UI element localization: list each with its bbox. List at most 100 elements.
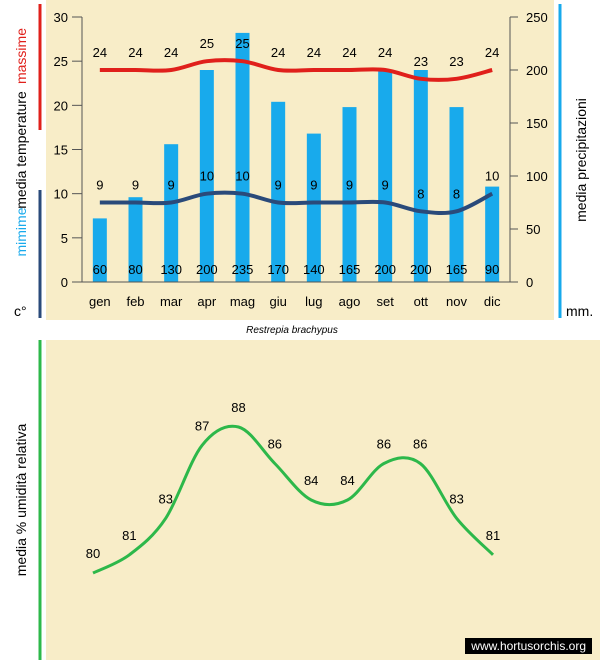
right-axis-label: media precipitazioni <box>573 98 589 222</box>
humidity-axis-label: media % umidità relativa <box>13 424 29 577</box>
humidity-value-mag: 88 <box>231 400 245 415</box>
humidity-value-giu: 86 <box>268 437 282 452</box>
precip-bar-mar <box>164 144 179 282</box>
species-caption: Restrepia brachypus <box>246 325 338 336</box>
max-temp-value-mar: 24 <box>164 45 178 60</box>
left-axis-label-max: massime <box>13 28 29 84</box>
precip-value-giu: 170 <box>267 262 289 277</box>
max-temp-value-ott: 23 <box>414 54 428 69</box>
max-temp-value-nov: 23 <box>449 54 463 69</box>
min-temperature-labels: 9 9 9 10 10 9 9 9 9 8 8 10 <box>96 169 499 202</box>
precip-value-lug: 140 <box>303 262 325 277</box>
max-temp-value-gen: 24 <box>93 45 107 60</box>
top-chart-background <box>46 0 554 320</box>
precip-bar-ott <box>413 70 428 282</box>
min-temp-value-nov: 8 <box>453 186 460 201</box>
min-temp-value-mag: 10 <box>235 169 249 184</box>
precip-value-ago: 165 <box>339 262 361 277</box>
precip-bar-nov <box>449 107 464 282</box>
right-axis-unit: mm. <box>566 303 593 319</box>
min-temp-value-lug: 9 <box>310 178 317 193</box>
right-tick-250: 250 <box>526 10 548 25</box>
right-tick-50: 50 <box>526 222 540 237</box>
humidity-line <box>92 424 495 575</box>
temperature-precipitation-chart: 60 80 130 200 235 170 140 165 200 200 165 90 24 24 24… <box>13 0 593 320</box>
right-axis-ticks: 0 50 100 150 200 250 <box>510 10 548 290</box>
precip-bar-gen <box>92 218 107 282</box>
x-tick-gen: gen <box>89 294 111 309</box>
left-tick-0: 0 <box>61 275 68 290</box>
humidity-value-set: 86 <box>377 437 391 452</box>
precip-bar-giu <box>271 101 286 282</box>
left-axis-label-min: mimime <box>13 207 29 256</box>
x-tick-giu: giu <box>269 294 286 309</box>
left-axis-label-middle: media temperature <box>13 91 29 209</box>
max-temperature-line <box>99 58 493 82</box>
min-temp-value-apr: 10 <box>200 169 214 184</box>
bottom-chart-background <box>46 340 600 660</box>
humidity-chart: media % umidità relativa 80 81 83 87 88 86 84 8… <box>13 340 600 660</box>
x-tick-ott: ott <box>414 294 429 309</box>
left-axis-unit: c° <box>14 303 27 319</box>
precip-value-apr: 200 <box>196 262 218 277</box>
left-axis-ticks: 0 5 10 15 20 25 30 <box>54 10 82 290</box>
humidity-value-lug: 84 <box>304 473 318 488</box>
x-tick-ago: ago <box>339 294 361 309</box>
right-tick-0: 0 <box>526 275 533 290</box>
left-tick-15: 15 <box>54 143 68 158</box>
min-temp-value-giu: 9 <box>275 178 282 193</box>
max-temp-value-set: 24 <box>378 45 392 60</box>
precip-value-feb: 80 <box>128 262 142 277</box>
min-temp-value-dic: 10 <box>485 169 499 184</box>
x-tick-mag: mag <box>230 294 255 309</box>
left-tick-5: 5 <box>61 231 68 246</box>
precip-bar-lug <box>306 133 321 282</box>
min-temp-value-ago: 9 <box>346 178 353 193</box>
max-temp-value-giu: 24 <box>271 45 285 60</box>
max-temp-value-dic: 24 <box>485 45 499 60</box>
precip-value-ott: 200 <box>410 262 432 277</box>
precipitation-bars <box>92 32 500 283</box>
precip-bar-ago <box>342 107 357 282</box>
left-tick-10: 10 <box>54 187 68 202</box>
max-temp-value-ago: 24 <box>342 45 356 60</box>
x-tick-feb: feb <box>126 294 144 309</box>
min-temperature-line <box>99 190 494 216</box>
precip-bar-mag <box>235 32 250 283</box>
min-temp-value-mar: 9 <box>168 178 175 193</box>
precip-bar-apr <box>199 70 214 282</box>
precip-bar-feb <box>128 197 143 282</box>
left-tick-20: 20 <box>54 98 68 113</box>
precip-value-gen: 60 <box>93 262 107 277</box>
x-tick-dic: dic <box>484 294 501 309</box>
x-axis-ticks: gen feb mar apr mag giu lug ago set ott nov dic <box>89 294 501 309</box>
max-temp-value-apr: 25 <box>200 36 214 51</box>
humidity-value-gen: 80 <box>86 546 100 561</box>
min-temp-value-feb: 9 <box>132 178 139 193</box>
precip-value-nov: 165 <box>446 262 468 277</box>
humidity-labels: 80 81 83 87 88 86 84 84 86 86 83 81 <box>86 400 500 561</box>
humidity-value-ott: 86 <box>413 437 427 452</box>
humidity-value-apr: 87 <box>195 418 209 433</box>
precip-value-mag: 235 <box>232 262 254 277</box>
precipitation-labels: 60 80 130 200 235 170 140 165 200 200 165 90 <box>93 262 500 277</box>
humidity-value-nov: 83 <box>449 491 463 506</box>
min-temp-value-ott: 8 <box>417 186 424 201</box>
left-tick-30: 30 <box>54 10 68 25</box>
x-tick-set: set <box>376 294 394 309</box>
right-tick-150: 150 <box>526 116 548 131</box>
min-temp-value-gen: 9 <box>96 178 103 193</box>
max-temp-value-lug: 24 <box>307 45 321 60</box>
left-tick-25: 25 <box>54 54 68 69</box>
max-temperature-labels: 24 24 24 25 25 24 24 24 24 23 23 24 <box>93 36 500 69</box>
x-tick-mar: mar <box>160 294 183 309</box>
precip-value-set: 200 <box>374 262 396 277</box>
precip-bar-dic <box>485 186 500 282</box>
humidity-value-mar: 83 <box>158 491 172 506</box>
right-tick-100: 100 <box>526 169 548 184</box>
min-temp-value-set: 9 <box>382 178 389 193</box>
x-tick-nov: nov <box>446 294 467 309</box>
right-tick-200: 200 <box>526 63 548 78</box>
humidity-value-dic: 81 <box>486 528 500 543</box>
